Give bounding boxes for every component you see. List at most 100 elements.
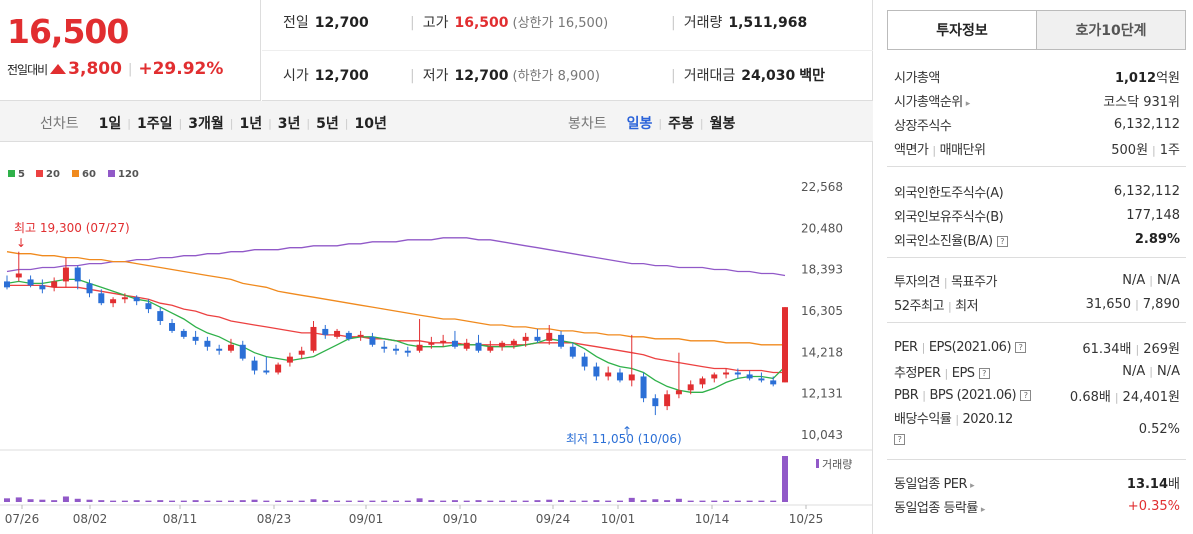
volume-bar <box>334 500 341 502</box>
candle-button-0[interactable]: 일봉 <box>626 116 653 132</box>
candle-button-1[interactable]: 주봉 <box>668 116 694 132</box>
period-divider: | <box>178 116 183 130</box>
candle-body <box>157 311 164 322</box>
candle-body <box>322 328 329 335</box>
quote-grid: 전일 12,700 | 고가 16,500 (상한가 16,500) | 거래량 1,511… <box>262 0 873 101</box>
dividend-label: 배당수익률 <box>894 412 952 427</box>
volume-bar <box>451 500 458 502</box>
info-section-opinion: 투자의견 | 목표주가 N/A | N/A 52주최고 | 최저 31,650 | 7,890 <box>887 258 1186 323</box>
candle-body <box>145 303 152 310</box>
row-industry-per[interactable]: 동일업종 PER ▸ 13.14배 <box>887 470 1186 494</box>
candle-body <box>51 281 58 288</box>
market-cap-value: 1,012 <box>1114 70 1157 86</box>
volume-bar <box>110 500 117 502</box>
foreign-ratio-value: 2.89% <box>1134 231 1180 247</box>
volume-bar <box>4 498 10 502</box>
volume-bar <box>145 500 152 502</box>
volume-bar <box>734 500 741 502</box>
low-arrow-icon: ↑ <box>622 424 632 438</box>
volume-bar <box>628 497 635 502</box>
legend-label-120: 120 <box>118 169 139 180</box>
volume-bar <box>782 456 788 502</box>
candle-body <box>734 372 741 375</box>
period-button-1[interactable]: 1주일 <box>136 116 173 132</box>
52week-high-value: 31,650 <box>1085 296 1132 312</box>
candle-body <box>121 297 128 300</box>
y-tick-label: 20,480 <box>801 221 843 235</box>
x-tick-label: 10/25 <box>789 512 824 526</box>
candle-body <box>723 372 730 375</box>
row-market-cap-rank[interactable]: 시가총액순위 ▸ 코스닥 931위 <box>887 88 1186 112</box>
row-industry-change[interactable]: 동일업종 등락률 ▸ +0.35% <box>887 494 1186 518</box>
volume-bar <box>652 499 659 502</box>
candle-body <box>357 334 364 337</box>
candle-body <box>699 378 706 385</box>
help-icon[interactable]: ? <box>1015 341 1027 353</box>
volume-bar <box>687 500 694 502</box>
prev-value: 12,700 <box>314 15 369 31</box>
par-value-value: 500원 <box>1111 142 1149 158</box>
volume-bar <box>310 499 317 502</box>
quote-prev: 전일 12,700 <box>283 12 369 32</box>
legend-swatch-120 <box>108 170 115 177</box>
candle-body <box>581 356 588 367</box>
help-icon[interactable]: ? <box>894 434 905 445</box>
candle-body <box>569 346 576 357</box>
prev-label: 전일 <box>283 15 309 31</box>
est-eps-value: N/A <box>1157 363 1180 379</box>
candle-body <box>758 378 765 381</box>
candle-body <box>98 293 105 304</box>
quote-volume: | 거래량 1,511,968 <box>671 15 808 31</box>
change-row: 전일대비 3,800 | +29.92% <box>7 59 223 79</box>
dividend-date: 2020.12 <box>962 412 1014 427</box>
info-section-valuation: PER | EPS(2021.06)? 61.34배 | 269원 추정PER | EPS?… <box>887 323 1186 460</box>
market-cap-rank-value: 코스닥 931위 <box>1103 94 1180 110</box>
volume-bar <box>416 498 423 502</box>
period-button-5[interactable]: 5년 <box>316 116 339 132</box>
help-icon[interactable]: ? <box>1020 389 1032 401</box>
candle-body <box>204 340 211 347</box>
candle-chart-group: 봉차트 일봉 | 주봉 | 월봉 <box>568 113 741 133</box>
period-button-3[interactable]: 1년 <box>239 116 263 132</box>
y-tick-label: 18,393 <box>801 263 843 277</box>
candle-body <box>770 380 777 385</box>
period-divider: | <box>306 116 311 130</box>
listed-shares-label: 상장주식수 <box>894 118 952 134</box>
candle-body <box>404 350 411 353</box>
volume-bar <box>251 499 258 502</box>
volume-bar <box>86 499 93 502</box>
x-tick-label: 10/01 <box>601 512 636 526</box>
candle-button-2[interactable]: 월봉 <box>709 116 736 132</box>
period-button-0[interactable]: 1일 <box>98 116 122 132</box>
volume-bar <box>475 500 482 502</box>
ma5-line <box>6 278 786 393</box>
volume-bar <box>227 500 234 502</box>
period-divider: | <box>699 116 704 130</box>
up-arrow-icon <box>50 64 67 74</box>
candle-body <box>593 366 600 377</box>
high-annotation: 최고 19,300 (07/27) <box>14 221 130 235</box>
period-button-6[interactable]: 10년 <box>354 116 387 132</box>
line-chart-title: 선차트 <box>40 116 79 132</box>
candle-body <box>782 307 788 383</box>
candle-body <box>369 336 376 345</box>
low-label: 저가 <box>422 68 449 84</box>
legend-label-5: 5 <box>18 169 25 180</box>
amount-value: 24,030 <box>741 68 796 84</box>
volume-bar <box>51 500 58 502</box>
tab-order-book[interactable]: 호가10단계 <box>1036 11 1185 49</box>
help-icon[interactable]: ? <box>978 367 990 379</box>
help-icon[interactable]: ? <box>996 235 1008 247</box>
volume-bar <box>723 500 730 502</box>
period-button-2[interactable]: 3개월 <box>188 116 224 132</box>
legend-swatch-60 <box>72 170 79 177</box>
high-label: 고가 <box>422 15 449 31</box>
change-label: 전일대비 <box>7 62 48 77</box>
volume-bar <box>546 499 553 502</box>
period-button-4[interactable]: 3년 <box>277 116 301 132</box>
volume-bar <box>569 500 576 502</box>
row-per: PER | EPS(2021.06)? 61.34배 | 269원 <box>894 339 1180 357</box>
candle-body <box>298 350 305 355</box>
volume-bar <box>558 500 565 502</box>
tab-investment-info[interactable]: 투자정보 <box>888 11 1036 49</box>
